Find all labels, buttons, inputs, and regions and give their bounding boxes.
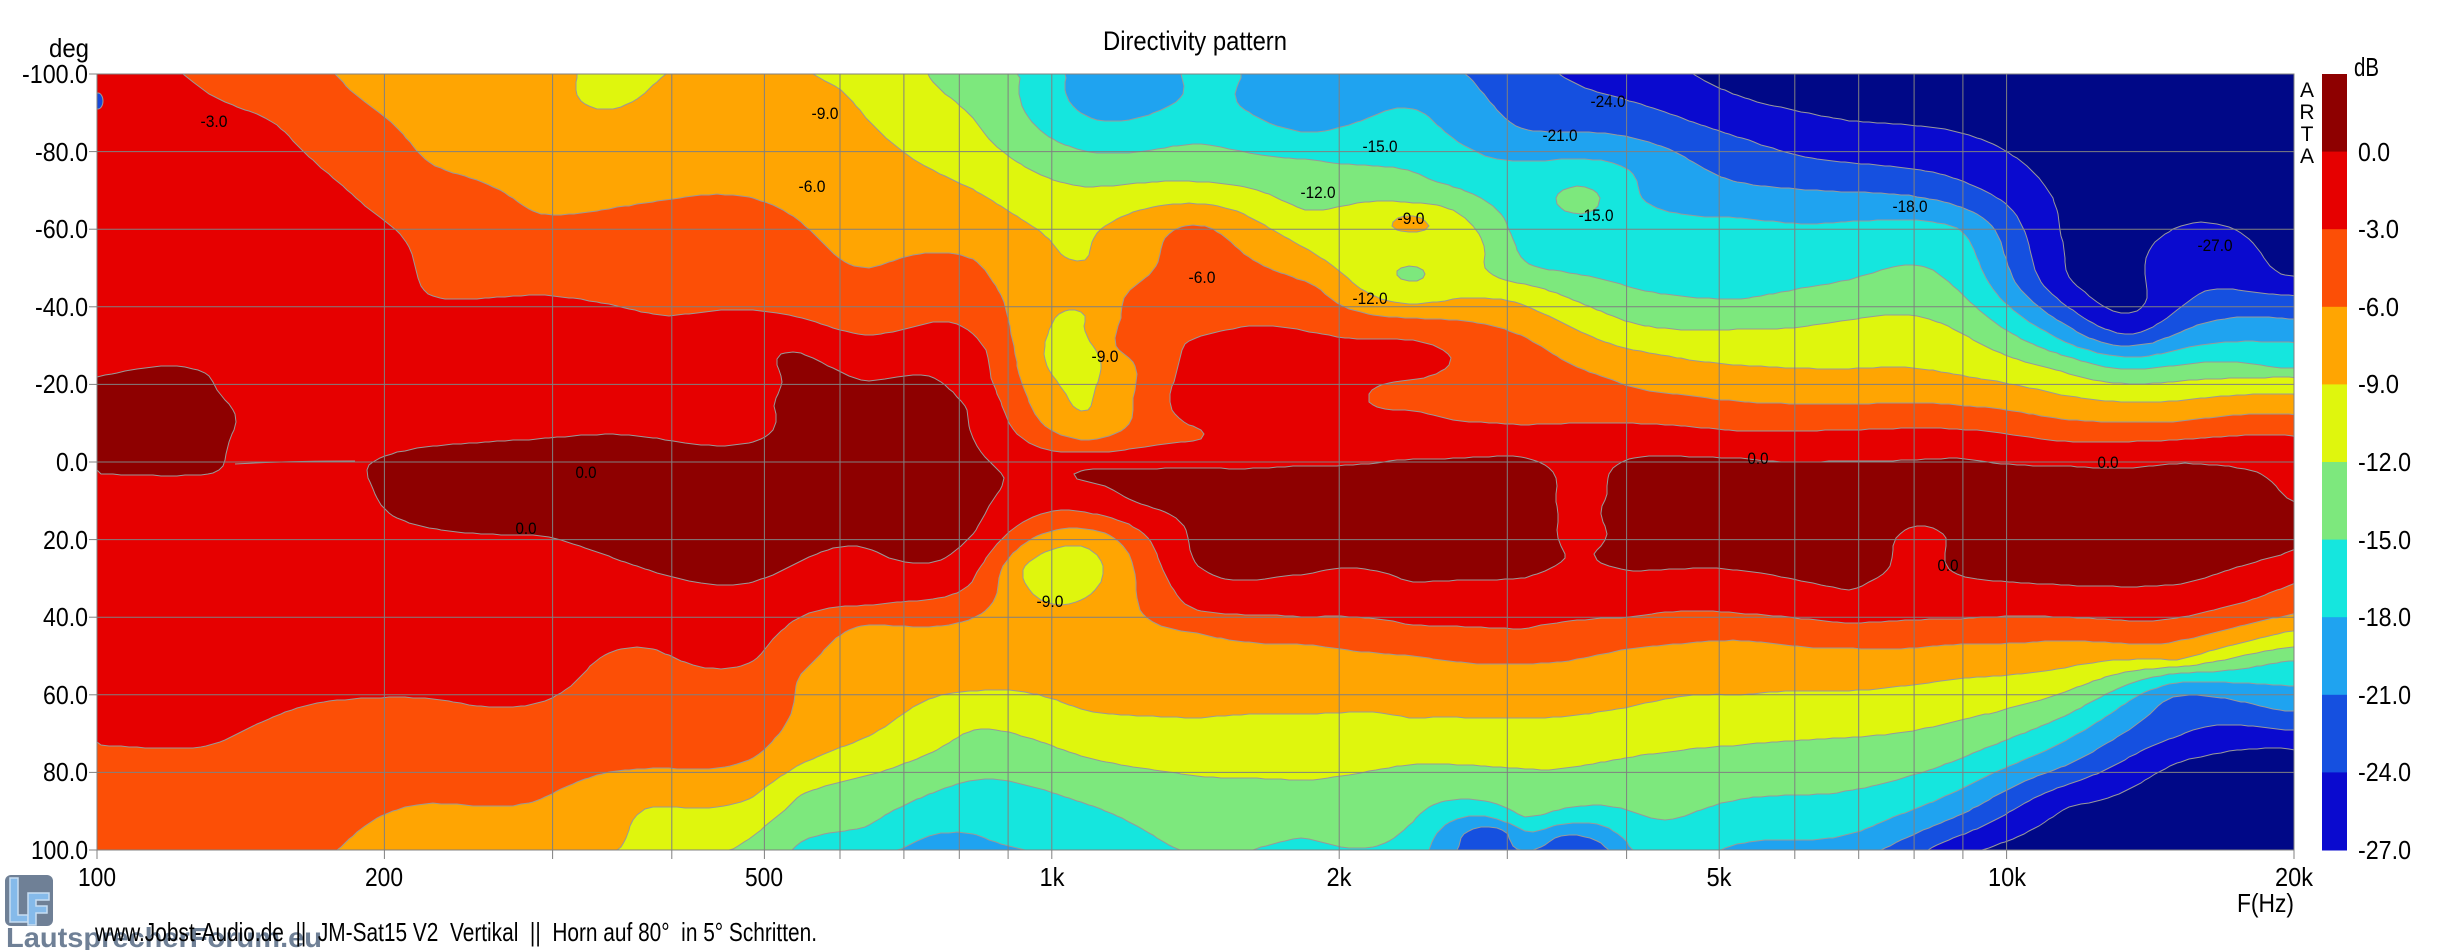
svg-text:-100.0: -100.0 (22, 59, 88, 89)
svg-text:LautsprecherForum.eu: LautsprecherForum.eu (6, 922, 322, 950)
svg-text:0.0: 0.0 (56, 447, 88, 477)
svg-text:500: 500 (745, 862, 783, 892)
svg-text:deg: deg (49, 33, 89, 63)
svg-text:1k: 1k (1040, 862, 1066, 892)
svg-text:-12.0: -12.0 (1301, 183, 1336, 202)
svg-text:F(Hz): F(Hz) (2237, 888, 2294, 918)
svg-text:-21.0: -21.0 (1543, 126, 1578, 145)
svg-text:0.0: 0.0 (2098, 453, 2119, 472)
svg-text:-27.0: -27.0 (2198, 236, 2233, 255)
svg-text:-3.0: -3.0 (2358, 214, 2399, 244)
svg-text:-6.0: -6.0 (799, 177, 826, 196)
svg-text:100: 100 (78, 862, 116, 892)
svg-text:-15.0: -15.0 (1579, 206, 1614, 225)
svg-text:-12.0: -12.0 (1353, 289, 1388, 308)
svg-text:A: A (2300, 145, 2314, 168)
svg-text:-9.0: -9.0 (2358, 369, 2399, 399)
svg-text:-6.0: -6.0 (1189, 268, 1216, 287)
svg-text:-12.0: -12.0 (2358, 447, 2411, 477)
svg-text:www.Jobst-Audio.de || JM-Sat: www.Jobst-Audio.de || JM-Sat15 V2 Vertik… (94, 917, 817, 947)
svg-text:-80.0: -80.0 (35, 137, 88, 167)
svg-text:dB: dB (2354, 52, 2379, 82)
svg-text:10k: 10k (1988, 862, 2027, 892)
svg-text:60.0: 60.0 (43, 680, 88, 710)
svg-text:40.0: 40.0 (43, 602, 88, 632)
svg-text:20k: 20k (2275, 862, 2314, 892)
svg-text:-15.0: -15.0 (2358, 525, 2411, 555)
svg-text:-40.0: -40.0 (35, 292, 88, 322)
svg-text:2k: 2k (1327, 862, 1353, 892)
svg-text:-9.0: -9.0 (1037, 592, 1064, 611)
svg-text:-9.0: -9.0 (812, 104, 839, 123)
svg-text:-3.0: -3.0 (201, 112, 228, 131)
svg-text:0.0: 0.0 (2358, 137, 2390, 167)
svg-text:Directivity pattern: Directivity pattern (1103, 26, 1287, 56)
svg-text:-18.0: -18.0 (1893, 197, 1928, 216)
svg-text:-24.0: -24.0 (2358, 757, 2411, 787)
svg-text:5k: 5k (1707, 862, 1733, 892)
svg-text:-18.0: -18.0 (2358, 602, 2411, 632)
svg-text:200: 200 (365, 862, 403, 892)
svg-text:-21.0: -21.0 (2358, 680, 2411, 710)
svg-text:A: A (2300, 79, 2314, 102)
svg-text:T: T (2301, 123, 2314, 146)
svg-text:0.0: 0.0 (1748, 449, 1769, 468)
svg-text:-20.0: -20.0 (35, 369, 88, 399)
svg-text:80.0: 80.0 (43, 757, 88, 787)
svg-text:-9.0: -9.0 (1092, 347, 1119, 366)
svg-text:-24.0: -24.0 (1591, 92, 1626, 111)
svg-text:0.0: 0.0 (576, 463, 597, 482)
svg-text:-9.0: -9.0 (1398, 209, 1425, 228)
svg-text:-15.0: -15.0 (1363, 137, 1398, 156)
svg-text:R: R (2299, 101, 2314, 124)
svg-text:-27.0: -27.0 (2358, 835, 2411, 865)
svg-text:-6.0: -6.0 (2358, 292, 2399, 322)
svg-text:-60.0: -60.0 (35, 214, 88, 244)
svg-text:0.0: 0.0 (1938, 556, 1959, 575)
svg-text:100.0: 100.0 (31, 835, 88, 865)
svg-text:0.0: 0.0 (516, 519, 537, 538)
svg-text:20.0: 20.0 (43, 525, 88, 555)
